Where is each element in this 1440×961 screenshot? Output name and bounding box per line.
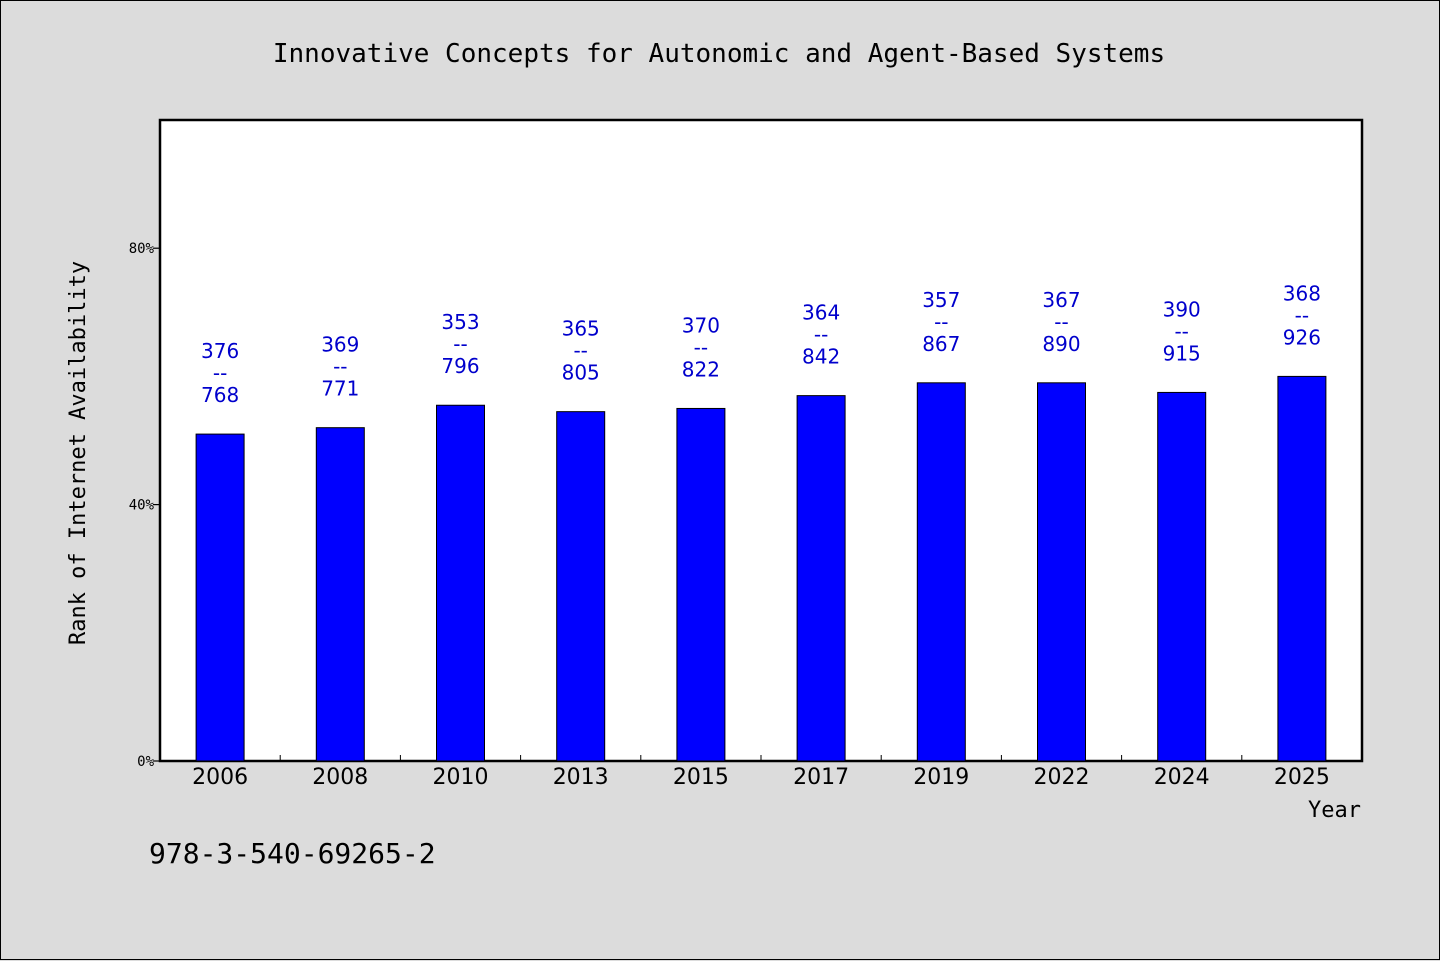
x-axis-title: Year xyxy=(1308,798,1361,823)
x-axis: 2006 2008 2010 2013 2015 2017 2019 2022 2024 2025 xyxy=(192,755,1330,790)
bar-data-label: 890 xyxy=(1042,332,1080,356)
x-tick-label: 2017 xyxy=(793,765,849,790)
bar-data-label: 365 xyxy=(562,317,600,341)
bar-data-label: -- xyxy=(333,355,347,379)
bar-data-label: 805 xyxy=(562,361,600,385)
y-tick-label: 40% xyxy=(129,498,155,514)
bar-data-label: -- xyxy=(1054,310,1068,334)
x-tick-label: 2006 xyxy=(192,765,248,790)
bar-data-label: 368 xyxy=(1283,281,1321,305)
bar-series xyxy=(195,375,1327,762)
bar-data-label: 364 xyxy=(802,301,840,325)
y-axis: 0% 40% 80% xyxy=(129,241,160,770)
bar-data-label: 367 xyxy=(1042,288,1080,312)
bar-data-label: 369 xyxy=(321,333,359,357)
bar-data-label: 915 xyxy=(1163,341,1201,365)
bar-data-label: 867 xyxy=(922,332,960,356)
bar-data-label: 353 xyxy=(441,310,479,334)
footer-isbn: 978-3-540-69265-2 xyxy=(149,837,436,870)
bar-labels: 376--768369--771353--796365--805370--822… xyxy=(201,281,1321,407)
bar-data-label: 796 xyxy=(441,354,479,378)
bar-data-label: 926 xyxy=(1283,325,1321,349)
bar-data-label: -- xyxy=(694,335,708,359)
x-tick-label: 2008 xyxy=(312,765,368,790)
bar-data-label: 370 xyxy=(682,313,720,337)
y-tick-label: 0% xyxy=(137,754,154,770)
bar-data-label: -- xyxy=(814,323,828,347)
x-tick-label: 2019 xyxy=(913,765,969,790)
bar-data-label: -- xyxy=(1174,319,1188,343)
bar-data-label: 842 xyxy=(802,345,840,369)
bar xyxy=(436,404,485,762)
bar-data-label: 771 xyxy=(321,377,359,401)
bar-data-label: 376 xyxy=(201,339,239,363)
bar-data-label: -- xyxy=(1295,303,1309,327)
bar-data-label: 390 xyxy=(1163,297,1201,321)
y-tick-label: 80% xyxy=(129,241,155,257)
bar xyxy=(676,407,726,762)
bar xyxy=(315,427,365,762)
bar-data-label: 768 xyxy=(201,383,239,407)
bar xyxy=(1157,391,1207,762)
bar-data-label: -- xyxy=(934,310,948,334)
bar xyxy=(556,411,606,762)
x-tick-label: 2025 xyxy=(1274,765,1330,790)
x-tick-label: 2010 xyxy=(433,765,489,790)
chart-title: Innovative Concepts for Autonomic and Ag… xyxy=(273,39,1165,69)
bar-data-label: 822 xyxy=(682,357,720,381)
bar-data-label: -- xyxy=(453,332,467,356)
bar xyxy=(916,382,966,762)
y-axis-title: Rank of Internet Availability xyxy=(66,261,91,645)
x-tick-label: 2013 xyxy=(553,765,609,790)
bar-data-label: -- xyxy=(573,339,587,363)
x-tick-label: 2022 xyxy=(1034,765,1090,790)
bar xyxy=(1037,382,1086,762)
bar xyxy=(195,433,245,762)
bar xyxy=(796,395,846,762)
bar-data-label: 357 xyxy=(922,288,960,312)
x-tick-label: 2024 xyxy=(1154,765,1210,790)
bar xyxy=(1277,375,1327,762)
x-tick-label: 2015 xyxy=(673,765,729,790)
bar-data-label: -- xyxy=(213,361,227,385)
